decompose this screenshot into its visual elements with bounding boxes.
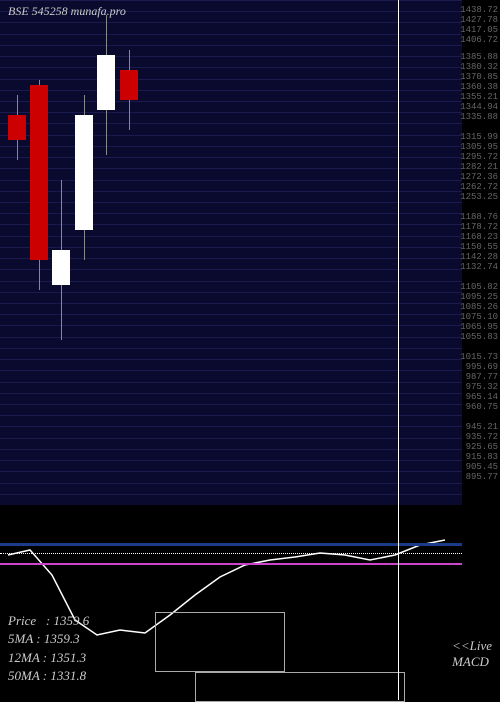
candle xyxy=(52,0,70,505)
chart-title: BSE 545258 munafa.pro xyxy=(8,4,126,19)
candle xyxy=(30,0,48,505)
candlestick-chart: BSE 545258 munafa.pro xyxy=(0,0,462,505)
price-value: 1359.6 xyxy=(54,613,90,628)
ma50-value: 1331.8 xyxy=(50,668,86,683)
ma12-label: 12MA xyxy=(8,650,40,665)
candle xyxy=(75,0,93,505)
y-axis: 1438.721427.781417.051406.721385.881380.… xyxy=(462,0,500,505)
macd-annotation: <<Live MACD xyxy=(452,638,492,670)
candle xyxy=(8,0,26,505)
price-label: Price xyxy=(8,613,36,628)
ma50-label: 50MA xyxy=(8,668,40,683)
ma5-value: 1359.3 xyxy=(44,631,80,646)
ma12-value: 1351.3 xyxy=(50,650,86,665)
indicator-box xyxy=(195,672,405,702)
candle xyxy=(120,0,138,505)
ma5-label: 5MA xyxy=(8,631,33,646)
price-info: Price : 1359.6 5MA : 1359.3 12MA : 1351.… xyxy=(8,612,89,685)
indicator-box xyxy=(155,612,285,672)
cursor-line xyxy=(398,0,399,700)
candle xyxy=(97,0,115,505)
